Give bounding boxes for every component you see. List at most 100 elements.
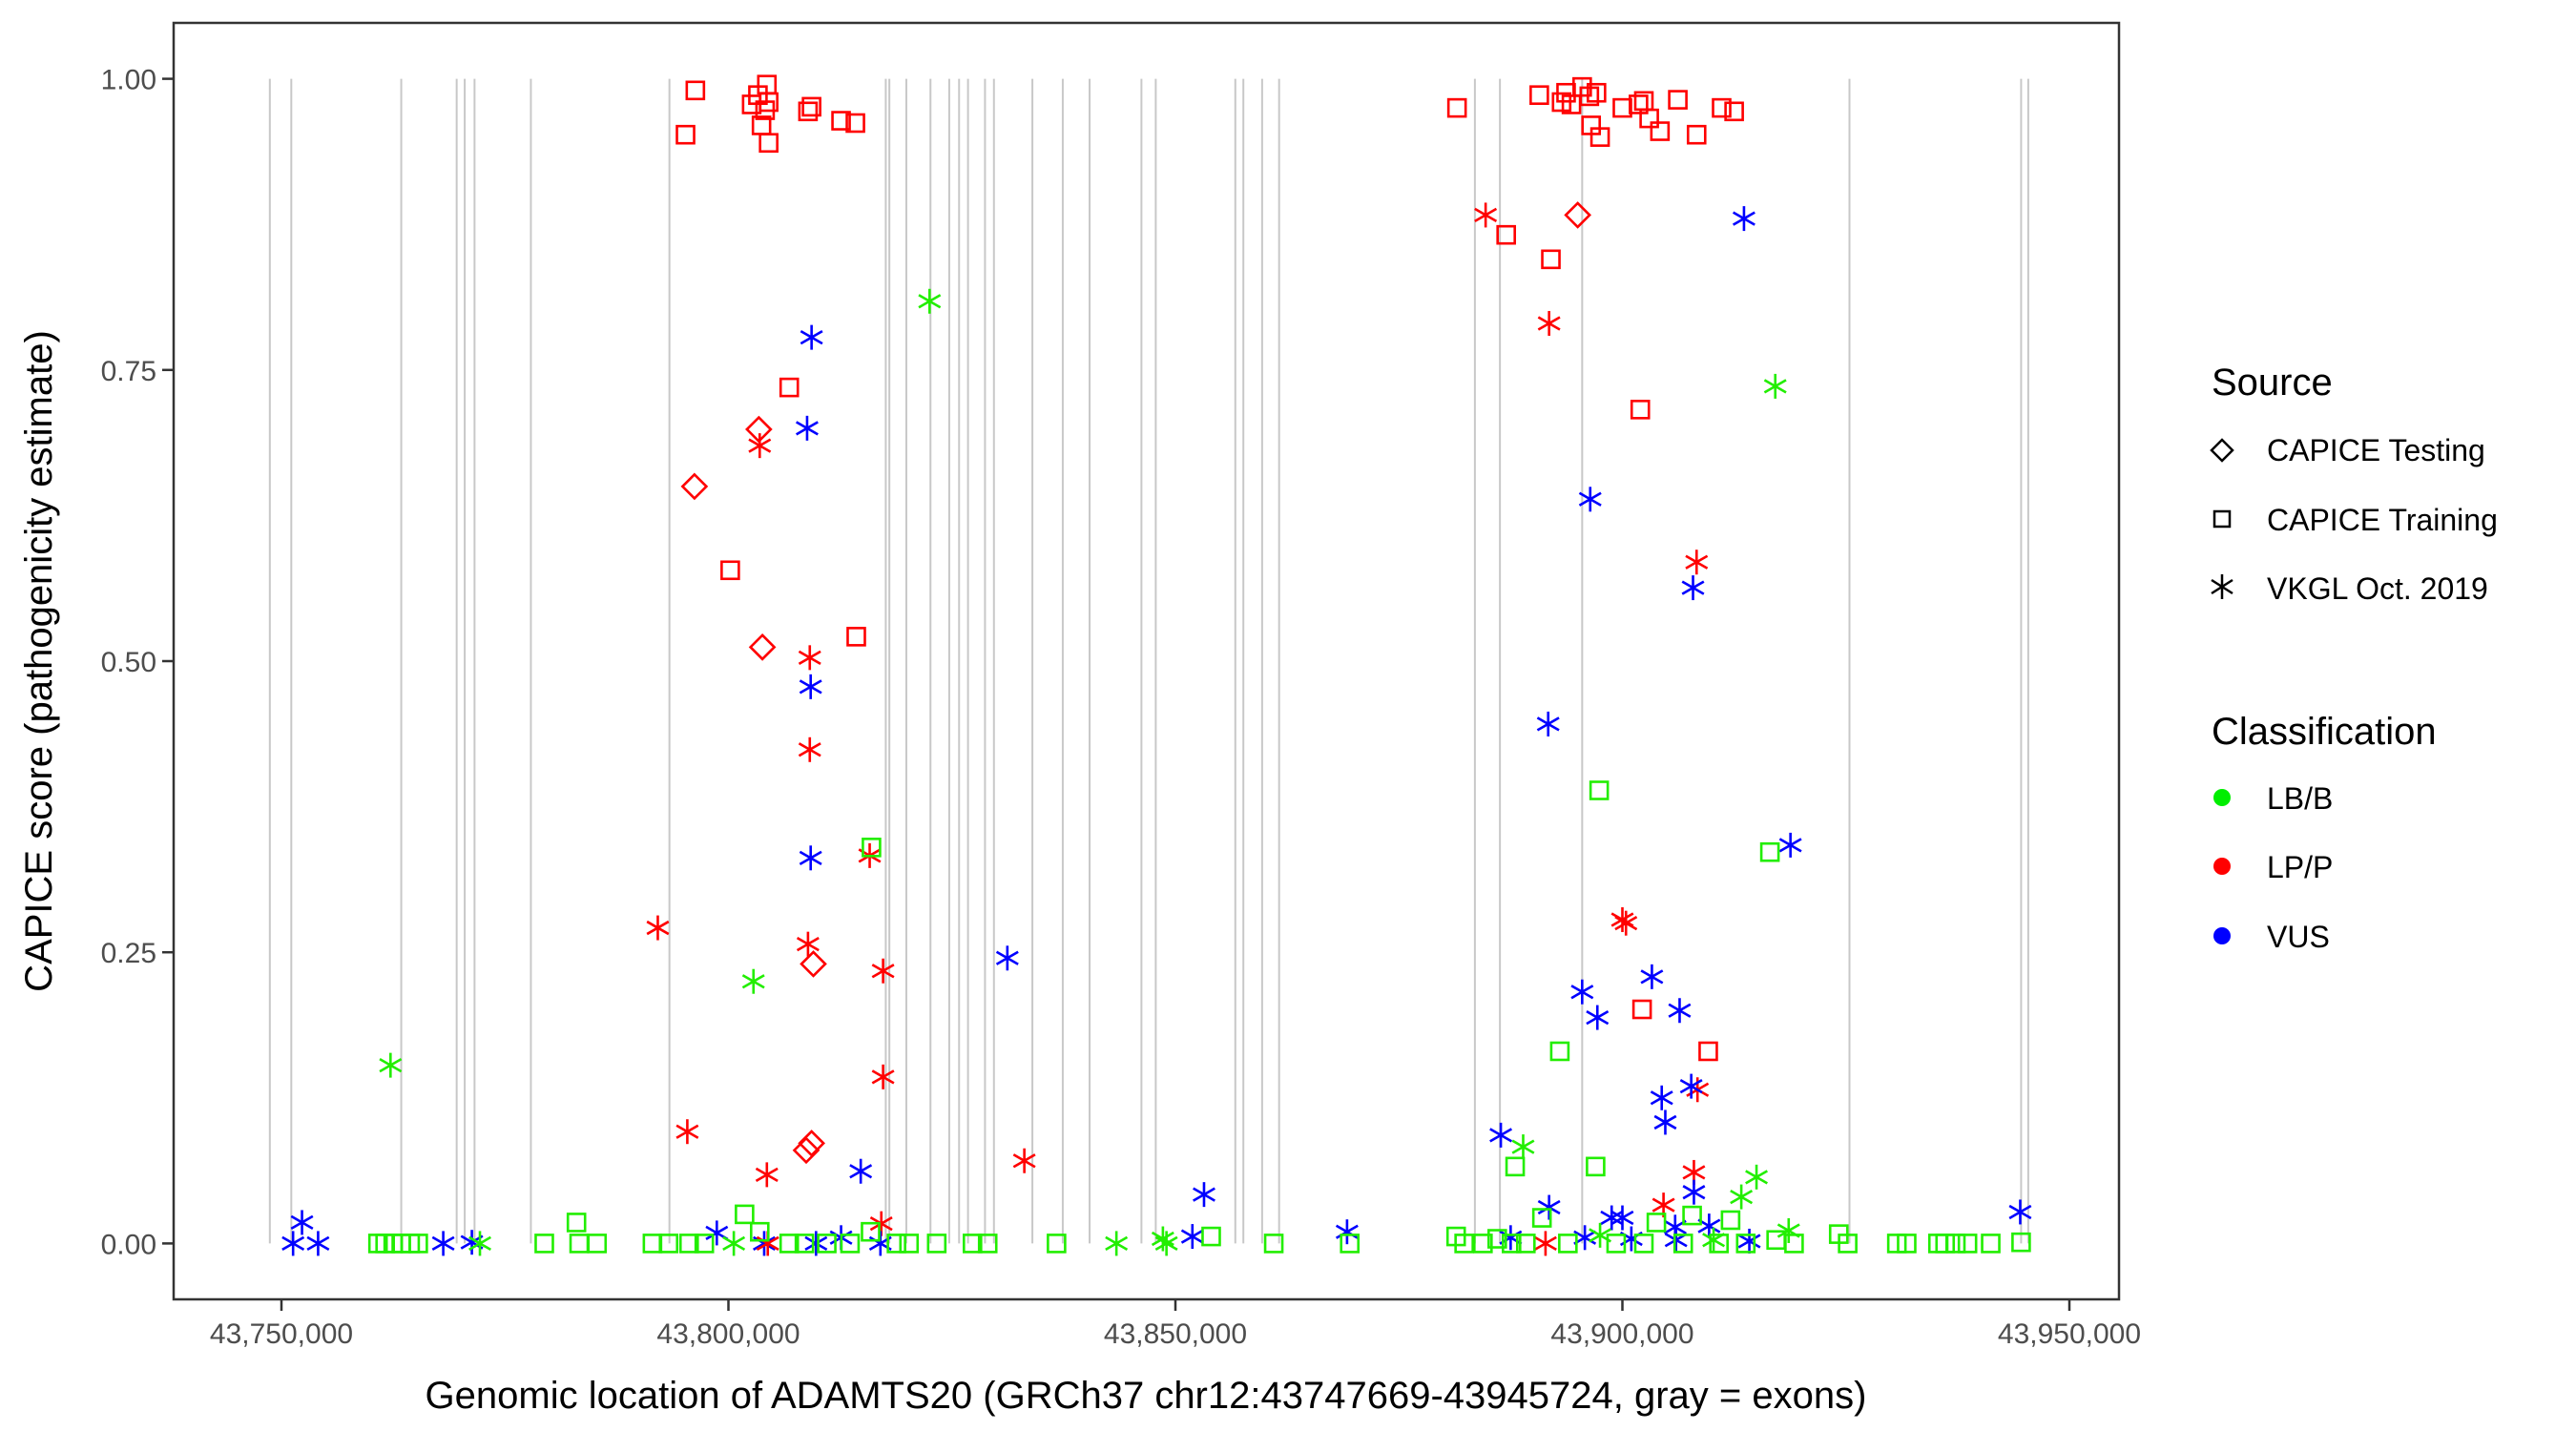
point-square	[840, 1234, 861, 1254]
point-square	[963, 1234, 983, 1254]
point-square	[758, 133, 779, 154]
point-asterisk	[871, 958, 895, 984]
point-square	[1529, 85, 1549, 105]
legend-item-vkgl: VKGL Oct. 2019	[2211, 571, 2488, 606]
x-tick-label: 43,950,000	[1998, 1318, 2141, 1350]
point-asterisk	[1586, 1005, 1610, 1030]
point-asterisk	[798, 645, 821, 671]
point-asterisk	[1193, 1182, 1215, 1208]
point-square	[1531, 1208, 1552, 1228]
point-square	[408, 1234, 428, 1254]
point-square	[1650, 121, 1671, 141]
point-square	[735, 1204, 755, 1225]
legend-item-vus: VUS	[2213, 920, 2330, 954]
point-square	[794, 1234, 815, 1254]
point-asterisk	[1154, 1231, 1178, 1256]
point-square	[1838, 1234, 1858, 1254]
point-asterisk	[2008, 1199, 2032, 1225]
point-square	[1589, 780, 1610, 800]
point-asterisk	[290, 1210, 314, 1235]
point-square	[1686, 124, 1707, 145]
point-asterisk	[1745, 1164, 1769, 1190]
point-diamond	[680, 472, 709, 501]
point-asterisk	[1681, 575, 1705, 601]
x-tick: 43,850,000	[1104, 1299, 1247, 1350]
point-square	[1886, 1234, 1907, 1254]
point-square	[1784, 1234, 1804, 1254]
point-asterisk	[1614, 910, 1638, 936]
legend-label: LB/B	[2267, 781, 2333, 816]
point-asterisk	[379, 1052, 403, 1078]
point-square	[675, 124, 696, 145]
point-asterisk	[281, 1231, 305, 1256]
point-square	[1735, 1234, 1756, 1254]
point-square	[1698, 1041, 1718, 1062]
y-tick: 0.50	[101, 647, 174, 678]
point-square	[685, 80, 706, 101]
x-tick-label: 43,750,000	[210, 1318, 353, 1350]
point-square	[694, 1234, 715, 1254]
point-asterisk	[1600, 1205, 1624, 1231]
legend-classification-title: Classification	[2212, 711, 2437, 753]
point-asterisk	[1763, 373, 1787, 399]
point-square	[755, 100, 776, 120]
x-tick: 43,750,000	[210, 1299, 353, 1350]
square-icon	[2212, 509, 2232, 529]
legend-item-lpp: LP/P	[2213, 850, 2333, 884]
point-square	[1487, 1229, 1507, 1249]
point-asterisk	[1730, 1184, 1754, 1210]
point-asterisk	[468, 1231, 491, 1256]
legend-label: VKGL Oct. 2019	[2267, 571, 2488, 606]
point-square	[1672, 1234, 1693, 1254]
point-square	[1633, 1234, 1654, 1254]
legend-source-title: Source	[2212, 362, 2333, 404]
point-diamond	[798, 1130, 825, 1157]
point-asterisk	[804, 1231, 828, 1256]
legend-label: CAPICE Training	[2267, 503, 2498, 537]
point-square	[587, 1234, 608, 1254]
data-points	[281, 74, 2032, 1256]
point-asterisk	[1610, 1205, 1634, 1231]
point-square	[1639, 108, 1659, 129]
point-square	[1549, 1041, 1570, 1062]
point-asterisk	[1668, 998, 1692, 1024]
point-asterisk	[1105, 1231, 1129, 1256]
point-asterisk	[1737, 1228, 1761, 1254]
point-square	[1454, 1234, 1474, 1254]
point-asterisk	[1533, 1231, 1557, 1256]
point-square	[798, 101, 819, 122]
point-square	[534, 1234, 554, 1254]
point-asterisk	[748, 433, 772, 459]
point-asterisk	[1679, 1073, 1703, 1099]
point-asterisk	[755, 1162, 779, 1188]
legend-label: VUS	[2267, 920, 2330, 954]
point-asterisk	[871, 1064, 895, 1089]
asterisk-icon	[2211, 574, 2233, 599]
point-square	[1981, 1234, 2001, 1254]
legend-label: CAPICE Testing	[2267, 433, 2485, 467]
point-asterisk	[1653, 1110, 1677, 1135]
y-axis-ticks: 0.00 0.25 0.50 0.75 1.00	[101, 65, 174, 1260]
x-axis-title: Genomic location of ADAMTS20 (GRCh37 chr…	[426, 1375, 1867, 1417]
legend-item-lbb: LB/B	[2213, 781, 2333, 816]
point-asterisk	[1151, 1226, 1174, 1252]
point-asterisk	[1489, 1122, 1513, 1148]
point-asterisk	[722, 1231, 746, 1256]
point-square	[1957, 1234, 1978, 1254]
diamond-icon	[2210, 438, 2234, 463]
point-diamond	[748, 633, 777, 661]
point-square	[1945, 1234, 1966, 1254]
point-square	[1589, 127, 1610, 147]
point-asterisk	[1685, 550, 1709, 575]
point-square	[886, 1234, 906, 1254]
point-square	[899, 1234, 920, 1254]
x-axis-ticks: 43,750,000 43,800,000 43,850,000 43,900,…	[210, 1299, 2141, 1350]
red-dot-icon	[2213, 858, 2231, 875]
point-square	[977, 1234, 998, 1254]
y-tick-label: 0.25	[101, 938, 156, 969]
point-asterisk	[799, 845, 822, 871]
point-square	[1473, 1234, 1493, 1254]
point-square	[1579, 86, 1600, 107]
point-square	[1629, 94, 1649, 114]
y-tick: 1.00	[101, 65, 174, 96]
